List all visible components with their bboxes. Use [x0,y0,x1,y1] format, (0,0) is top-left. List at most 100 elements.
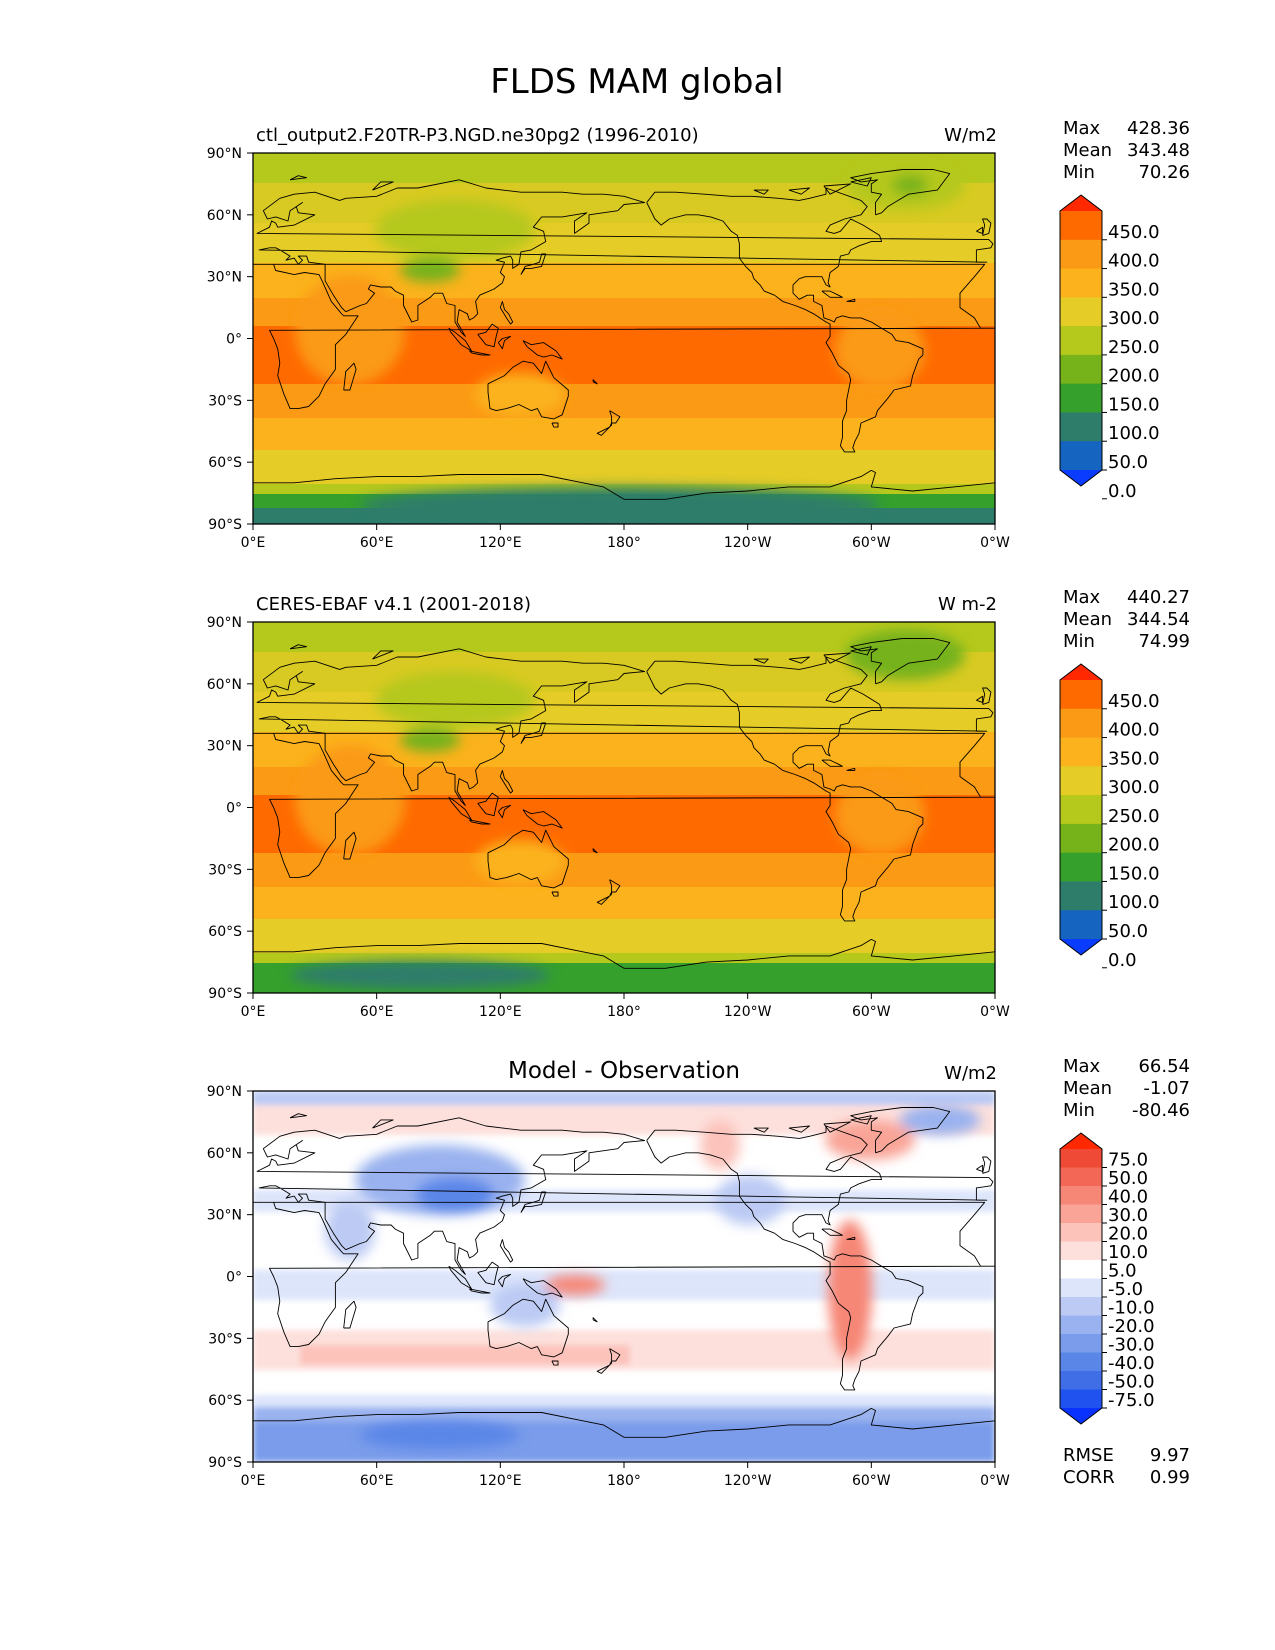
lat-tick-label: 90°N [207,1084,242,1100]
coastline [982,1156,992,1174]
map-field [253,622,995,993]
lon-tick-label: 0°W [980,1004,1010,1020]
colorbar-segment [1060,795,1102,825]
stat-value: 0.99 [1150,1467,1190,1488]
colorbar-segment [1060,1223,1102,1243]
lon-tick-label: 60°E [360,1004,394,1020]
colorbar-segment [1060,737,1102,767]
coastline [256,179,994,337]
colorbar-extend-min [1060,939,1102,955]
colorbar-segment [1060,239,1102,270]
lat-tick-label: 90°S [208,517,242,533]
coastlines [253,169,995,500]
colorbar-extend-max [1060,1133,1102,1149]
panel-stats: Max 428.36 Mean 343.48 Min 70.26 [1063,118,1190,183]
colorbar-tick-label: -5.0 [1108,1279,1143,1300]
lon-tick-label: 0°E [241,535,266,551]
stat-value: -1.07 [1143,1078,1190,1099]
lat-tick-label: 30°S [208,1331,242,1347]
coastline [520,1191,547,1213]
coastline [592,848,598,854]
coastline [850,638,951,685]
lon-tick-label: 0°W [980,535,1010,551]
colorbar-segment [1060,910,1102,940]
colorbar-extend-max [1060,664,1102,680]
colorbar-segment [1060,1334,1102,1354]
coastline [253,1407,995,1438]
colorbar: 450.0 400.0 350.0 300.0 250.0 200.0 150.0 100.0… [1059,194,1160,502]
coastline [646,187,924,453]
coastline [976,226,984,234]
stat-label: Max [1063,587,1101,608]
panel-stats: Max 440.27 Mean 344.54 Min 74.99 [1063,587,1190,652]
stat-value: -80.46 [1132,1100,1190,1121]
panel-units: W/m2 [944,1063,997,1084]
colorbar-tick-label: 200.0 [1108,366,1160,387]
colorbar-tick-label: -50.0 [1108,1372,1155,1393]
colorbar-tick-label: 50.0 [1108,921,1148,942]
stat-label: Min [1063,631,1095,652]
coastline [253,469,995,500]
colorbar-tick-label: 250.0 [1108,806,1160,827]
lon-tick-label: 0°E [241,1473,266,1489]
colorbar-segment [1060,1241,1102,1261]
coastline [551,1360,559,1366]
coastline [596,1360,613,1374]
stat-label: Min [1063,162,1095,183]
coastline [487,1298,569,1358]
colorbar-tick-label: 250.0 [1108,337,1160,358]
colorbar-segment [1060,852,1102,883]
colorbar-segment [1060,412,1102,442]
lon-tick-label: 120°W [724,535,772,551]
colorbar-segment [1060,1186,1102,1206]
coastline [753,658,769,664]
colorbar-segment [1060,1352,1102,1372]
stat-label: Min [1063,1100,1095,1121]
coastline [253,263,995,410]
panel-observation: CERES-EBAF v4.1 (2001-2018) W m-2 [253,594,997,993]
colorbar-segment [1060,881,1102,911]
lon-tick-label: 0°E [241,1004,266,1020]
coastline [982,218,992,236]
coastline [477,1261,499,1286]
stat-label: Mean [1063,1078,1112,1099]
coastline [477,323,499,348]
panel-model: ctl_output2.F20TR-P3.NGD.ne30pg2 (1996-2… [253,125,997,524]
colorbar-tick-label: 0.0 [1108,950,1137,971]
coastline [609,1348,621,1362]
colorbar-segment [1060,1204,1102,1224]
colorbar-segment [1060,1260,1102,1280]
lat-tick-label: 90°S [208,986,242,1002]
colorbar-segment [1060,766,1102,796]
stat-label: Mean [1063,609,1112,630]
coastline [497,804,512,819]
lon-tick-label: 180° [607,535,641,551]
lat-tick-label: 30°N [207,1208,242,1224]
coastline [846,298,856,302]
colorbar-extend-min [1060,470,1102,486]
lon-tick-label: 120°W [724,1473,772,1489]
coastline [520,722,547,744]
colorbar-tick-label: -40.0 [1108,1353,1155,1374]
coastline [609,410,621,424]
coastline [289,644,308,650]
panel-left-title: CERES-EBAF v4.1 (2001-2018) [256,594,531,615]
lat-tick-label: 60°S [208,1393,242,1409]
coastline [497,335,512,350]
colorbar: 450.0 400.0 350.0 300.0 250.0 200.0 150.0 100.0… [1059,663,1160,971]
colorbar-tick-label: 400.0 [1108,251,1160,272]
colorbar-tick-label: 50.0 [1108,452,1148,473]
stat-value: 74.99 [1138,631,1190,652]
colorbar-segment [1060,1371,1102,1391]
colorbar-tick-label: 350.0 [1108,279,1160,300]
lon-tick-label: 180° [607,1004,641,1020]
panel-difference: Model - Observation W/m2 [253,1058,997,1462]
stat-label: RMSE [1063,1445,1114,1466]
colorbar-tick-label: -20.0 [1108,1316,1155,1337]
colorbar-segment [1060,211,1102,241]
stat-value: 428.36 [1127,118,1190,139]
coastline [289,1113,308,1119]
coastline [788,656,810,664]
panel-units: W/m2 [944,125,997,146]
coastline [469,1288,491,1294]
